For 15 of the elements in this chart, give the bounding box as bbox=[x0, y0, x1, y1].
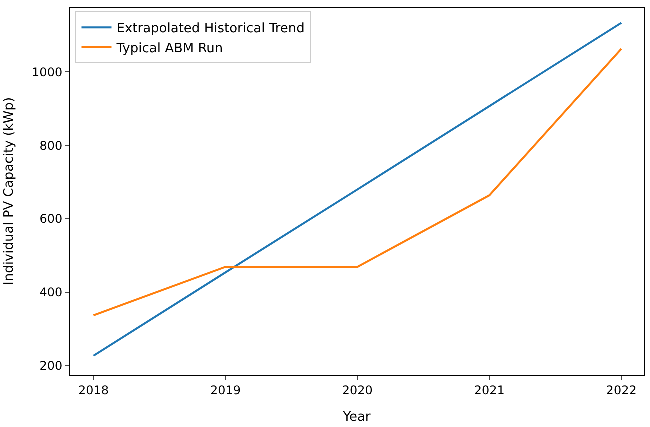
y-axis-title: Individual PV Capacity (kWp) bbox=[2, 97, 18, 286]
x-tick-label: 2021 bbox=[474, 383, 505, 398]
x-tick-label: 2019 bbox=[210, 383, 241, 398]
y-tick-label: 400 bbox=[40, 286, 63, 300]
x-tick-label: 2018 bbox=[78, 383, 110, 398]
legend-label: Typical ABM Run bbox=[116, 42, 224, 57]
y-tick-label: 200 bbox=[40, 359, 63, 374]
x-tick-label: 2022 bbox=[606, 383, 637, 398]
y-tick-label: 1000 bbox=[32, 65, 63, 80]
x-tick-label: 2020 bbox=[342, 383, 373, 398]
legend-label: Extrapolated Historical Trend bbox=[116, 22, 305, 37]
x-axis-title: Year bbox=[342, 410, 372, 425]
y-tick-label: 600 bbox=[40, 212, 63, 226]
y-tick-label: 800 bbox=[40, 138, 63, 153]
line-series bbox=[92, 22, 623, 357]
